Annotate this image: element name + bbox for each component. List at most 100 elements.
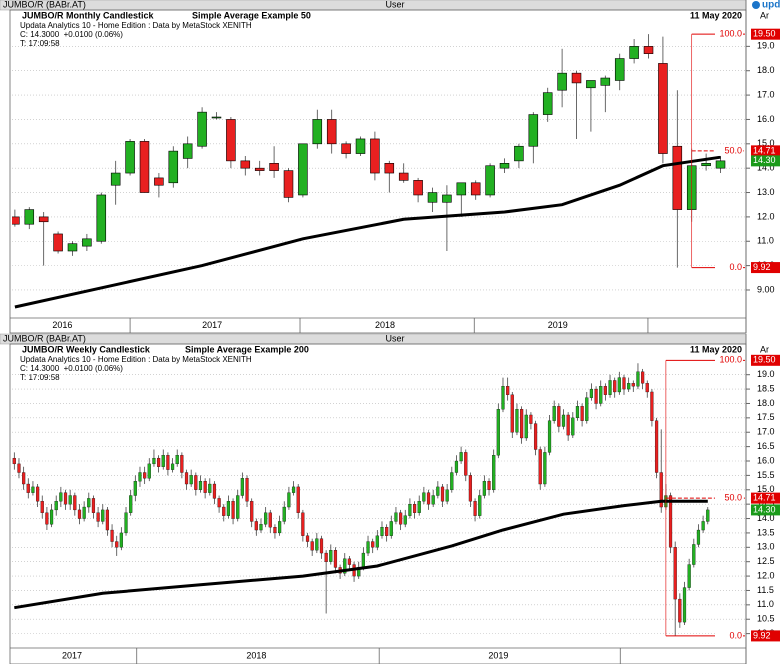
candle-body [91,498,96,513]
candle-body [399,512,403,525]
info-line: Updata Analytics 10 - Home Edition : Dat… [20,355,252,364]
candle-body [96,512,100,522]
candle-body [403,515,407,525]
y-tick-label: 15.0 [757,484,775,494]
candle-body [282,506,286,522]
candle-body [442,194,452,203]
candle-body [641,371,645,384]
candle-body [520,409,524,439]
title-bar [0,333,747,345]
last-price-box [751,504,780,516]
candle-body [431,495,435,505]
candle-body [245,478,249,502]
candle-body [510,394,514,433]
candle-body [470,182,481,196]
candle-body [82,506,86,519]
candle-body [506,386,510,395]
candle-body [454,460,459,473]
candle-body [426,492,431,505]
user-label: User [385,0,404,9]
y-tick-label: 12.0 [757,570,775,580]
candle-body [298,143,308,196]
candle-body [347,558,352,565]
candle-body [658,63,668,154]
price-box [751,145,780,157]
chart-subtitle: Simple Average Example 200 [185,344,309,354]
y-tick-label: 19.0 [757,369,775,379]
price-box [751,630,780,642]
candle-body [125,141,135,174]
x-tick-label: 2016 [52,320,72,330]
candle-body [385,527,389,536]
candle-body [236,495,240,519]
x-tick-label: 2017 [62,650,82,660]
candle-body [492,455,496,490]
candle-body [361,552,365,568]
candle-body [315,538,319,551]
retracement-level: 50.0 [724,492,742,502]
candle-body [417,501,421,513]
y-tick-label: 16.5 [757,441,775,451]
retracement-label-bg [715,262,743,273]
candle-body [557,72,567,91]
candle-body [478,495,482,516]
candle-body [643,46,654,54]
x-tick-label: 2017 [202,320,222,330]
candle-body [701,521,705,531]
retracement-level: 50.0 [724,145,742,155]
candle-body [101,509,105,522]
candle-body [528,114,539,147]
candle-body [547,420,552,453]
candle-body [524,414,528,439]
candle-body [427,192,438,203]
candle-body [254,521,258,531]
plot-area [12,34,726,309]
candle-body [636,371,640,387]
candle-body [650,391,654,421]
candle-body [682,587,687,623]
info-line: Updata Analytics 10 - Home Edition : Dat… [20,21,252,30]
candle-body [543,452,547,485]
candle-body [17,463,21,473]
y-tick-label: 17.0 [757,427,775,437]
x-tick-label: 2018 [375,320,395,330]
candle-body [301,512,305,536]
chart-date: 11 May 2020 [690,10,742,20]
candle-body [115,541,119,548]
candle-body [668,495,673,548]
candle-body [398,172,409,181]
candle-body [654,420,659,473]
candle-body [445,489,449,502]
candle-body [54,501,58,511]
last-price-box [751,155,780,167]
candle-body [283,170,294,198]
y-tick-label: 13.5 [757,527,775,537]
candle-body [701,163,711,167]
chart-panel: JUMBO/R (BABr.AT) User JUMBO/R Weekly Cand… [0,333,780,664]
candle-body [622,377,626,390]
y-tick-label: 17.0 [757,89,775,99]
chart-date: 11 May 2020 [690,344,742,354]
candle-body [264,512,268,525]
chart-title: JUMBO/R Monthly Candlestick [22,10,155,20]
candle-body [110,172,121,186]
candle-body [384,163,395,174]
candle-body [487,480,491,490]
candle-body [459,452,463,462]
candle-body [571,72,582,84]
window-title: JUMBO/R (BABr.AT) [3,333,86,343]
candle-body [22,472,26,485]
y-tick-label: 18.0 [757,398,775,408]
candle-body [366,541,370,554]
candle-body [24,209,35,225]
candle-body [631,383,635,387]
chart-title: JUMBO/R Weekly Candlestick [22,344,151,354]
candle-body [552,406,556,421]
candle-body [147,463,151,479]
candle-body [203,480,207,493]
retracement-label-bg [715,29,743,40]
info-line: T: 17:09:58 [20,373,60,382]
candle-body [157,457,161,467]
candle-body [341,143,351,154]
